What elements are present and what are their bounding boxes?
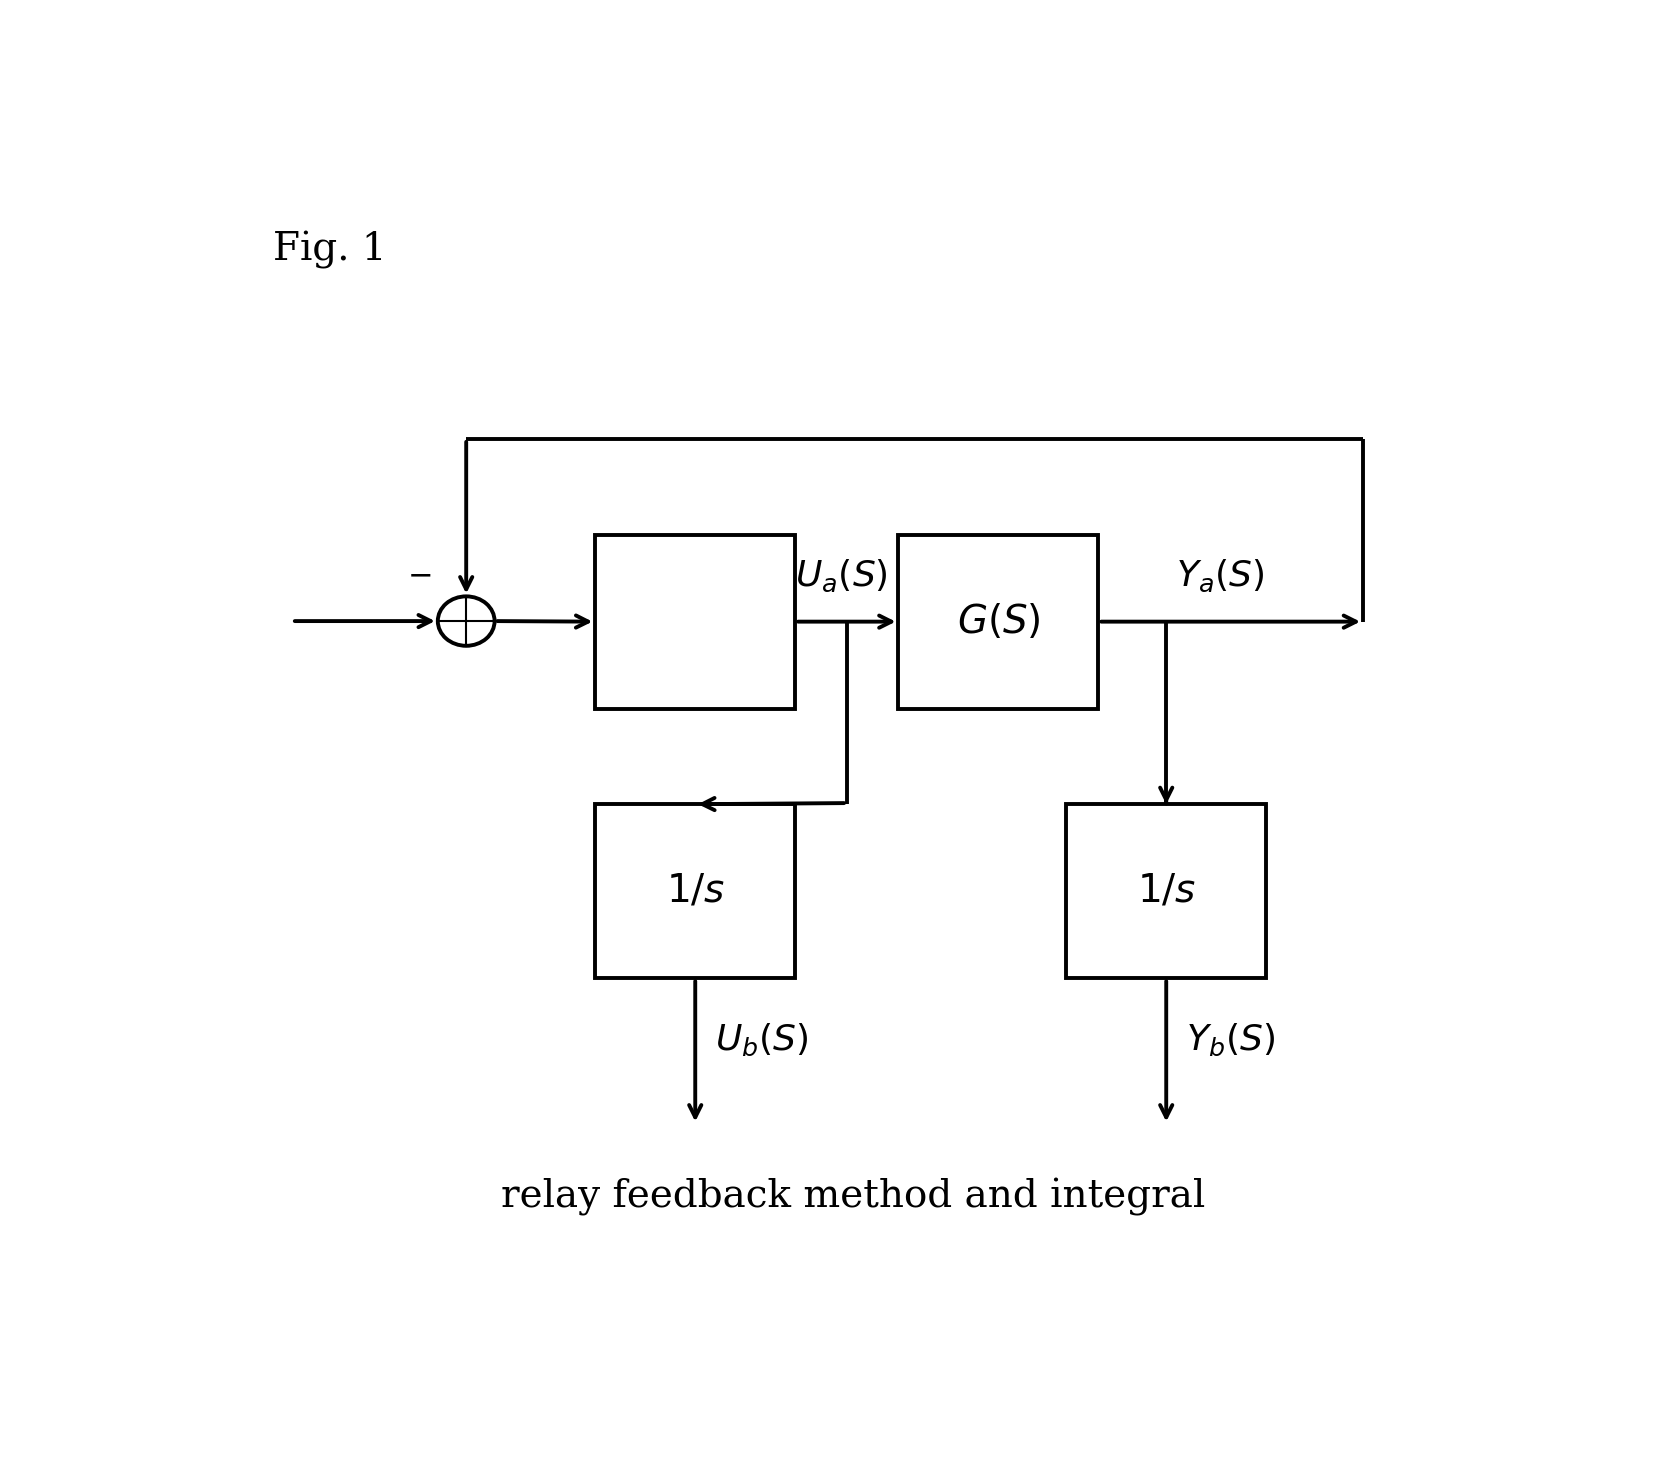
Text: $-$: $-$ (406, 560, 431, 591)
Text: $1/s$: $1/s$ (1137, 872, 1195, 910)
Text: relay feedback method and integral: relay feedback method and integral (501, 1179, 1205, 1217)
Text: $1/s$: $1/s$ (666, 872, 724, 910)
Bar (899, 534, 1098, 709)
Bar (594, 534, 795, 709)
Text: $G(S)$: $G(S)$ (957, 603, 1040, 641)
Text: Fig. 1: Fig. 1 (273, 231, 386, 270)
Text: $Y_b(S)$: $Y_b(S)$ (1185, 1021, 1275, 1058)
Bar (1065, 804, 1266, 979)
Text: $U_a(S)$: $U_a(S)$ (795, 557, 887, 594)
Bar (594, 804, 795, 979)
Text: $Y_a(S)$: $Y_a(S)$ (1175, 557, 1263, 594)
Text: $U_b(S)$: $U_b(S)$ (714, 1021, 807, 1058)
